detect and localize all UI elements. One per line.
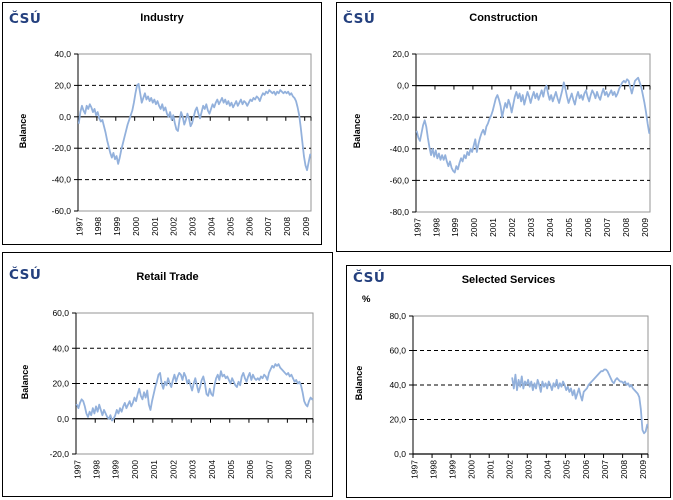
svg-text:2009: 2009 [638, 460, 648, 479]
chart-panel-retail-trade: ČSÚ Retail Trade Balance 60,0 40,0 20,0 0,0… [2, 252, 333, 497]
svg-text:1998: 1998 [93, 217, 103, 236]
svg-text:2005: 2005 [226, 460, 236, 479]
svg-text:-40,0: -40,0 [390, 144, 410, 154]
csu-logo: ČSÚ [9, 267, 42, 283]
svg-text:20,0: 20,0 [54, 80, 71, 90]
svg-text:2002: 2002 [505, 460, 515, 479]
svg-text:-40,0: -40,0 [52, 175, 72, 185]
svg-text:2003: 2003 [188, 217, 198, 236]
svg-text:1999: 1999 [111, 460, 121, 479]
svg-text:2001: 2001 [150, 217, 160, 236]
svg-text:2001: 2001 [488, 218, 498, 237]
svg-text:2004: 2004 [543, 460, 553, 479]
svg-text:1998: 1998 [431, 218, 441, 237]
chart-title-construction: Construction [469, 12, 538, 24]
svg-text:1998: 1998 [428, 460, 438, 479]
svg-text:60,0: 60,0 [52, 308, 69, 318]
svg-text:80,0: 80,0 [389, 311, 406, 321]
csu-logo: ČSÚ [9, 11, 42, 27]
chart-title-selected-services: Selected Services [461, 274, 556, 286]
svg-text:2001: 2001 [486, 460, 496, 479]
svg-text:2006: 2006 [583, 218, 593, 237]
svg-text:2000: 2000 [469, 218, 479, 237]
svg-text:2004: 2004 [207, 460, 217, 479]
svg-text:2001: 2001 [149, 460, 159, 479]
svg-text:2005: 2005 [562, 460, 572, 479]
svg-text:2003: 2003 [188, 460, 198, 479]
csu-logo: ČSÚ [343, 11, 376, 27]
svg-text:2008: 2008 [282, 217, 292, 236]
svg-text:2002: 2002 [507, 218, 517, 237]
svg-text:0,0: 0,0 [59, 112, 71, 122]
svg-text:40,0: 40,0 [389, 380, 406, 390]
svg-text:2006: 2006 [244, 217, 254, 236]
svg-text:-20,0: -20,0 [50, 449, 70, 459]
svg-text:2009: 2009 [303, 460, 313, 479]
svg-text:2002: 2002 [168, 460, 178, 479]
svg-text:1999: 1999 [112, 217, 122, 236]
svg-text:2007: 2007 [264, 460, 274, 479]
csu-logo: ČSÚ [353, 270, 386, 286]
svg-text:1997: 1997 [72, 460, 82, 479]
svg-text:2002: 2002 [169, 217, 179, 236]
svg-text:1997: 1997 [412, 218, 422, 237]
svg-text:-60,0: -60,0 [52, 206, 72, 216]
svg-text:2009: 2009 [301, 217, 311, 236]
svg-text:-20,0: -20,0 [52, 143, 72, 153]
svg-text:2008: 2008 [284, 460, 294, 479]
svg-text:2005: 2005 [564, 218, 574, 237]
svg-text:2007: 2007 [602, 218, 612, 237]
svg-text:1998: 1998 [92, 460, 102, 479]
chart-panel-industry: ČSÚ Industry Balance 40,0 20,0 0,0 -20,0 -40… [2, 2, 322, 245]
svg-text:2003: 2003 [526, 218, 536, 237]
svg-text:60,0: 60,0 [389, 346, 406, 356]
chart-title-industry: Industry [140, 12, 184, 24]
svg-text:2003: 2003 [524, 460, 534, 479]
chart-title-retail-trade: Retail Trade [136, 271, 199, 283]
svg-text:2004: 2004 [545, 218, 555, 237]
chart-panel-selected-services: ČSÚ Selected Services % Balance 80,0 60,0… [346, 265, 671, 498]
svg-text:0,0: 0,0 [394, 449, 406, 459]
svg-text:2006: 2006 [581, 460, 591, 479]
svg-text:2000: 2000 [130, 460, 140, 479]
svg-text:2000: 2000 [466, 460, 476, 479]
svg-text:20,0: 20,0 [389, 415, 406, 425]
svg-text:2009: 2009 [640, 218, 650, 237]
svg-text:1997: 1997 [74, 217, 84, 236]
svg-text:2007: 2007 [263, 217, 273, 236]
svg-text:2000: 2000 [131, 217, 141, 236]
svg-text:0,0: 0,0 [397, 81, 409, 91]
svg-text:20,0: 20,0 [52, 379, 69, 389]
svg-text:1999: 1999 [447, 460, 457, 479]
svg-text:2008: 2008 [621, 218, 631, 237]
svg-text:2005: 2005 [225, 217, 235, 236]
percent-unit-label: % [362, 294, 371, 305]
svg-text:40,0: 40,0 [52, 343, 69, 353]
svg-text:-80,0: -80,0 [390, 207, 410, 217]
svg-text:40,0: 40,0 [54, 49, 71, 59]
svg-text:20,0: 20,0 [392, 49, 409, 59]
svg-text:-20,0: -20,0 [390, 112, 410, 122]
svg-text:-60,0: -60,0 [390, 175, 410, 185]
svg-text:1997: 1997 [409, 460, 419, 479]
svg-text:2006: 2006 [245, 460, 255, 479]
svg-text:2007: 2007 [600, 460, 610, 479]
svg-text:0,0: 0,0 [57, 414, 69, 424]
svg-text:2008: 2008 [619, 460, 629, 479]
svg-text:2004: 2004 [207, 217, 217, 236]
svg-text:1999: 1999 [450, 218, 460, 237]
chart-panel-construction: ČSÚ Construction Balance 20,0 0,0 -20,0 -40… [336, 2, 671, 252]
